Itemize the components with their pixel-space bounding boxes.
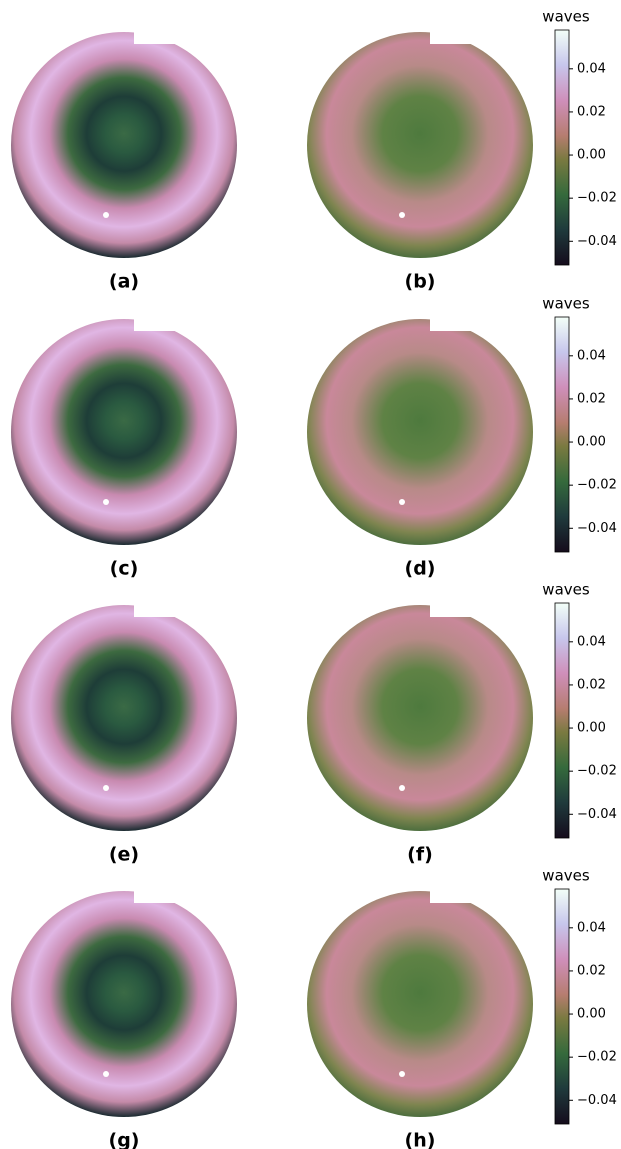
tick-label: 0.00 — [577, 435, 606, 450]
tick-label: 0.00 — [577, 1007, 606, 1022]
defect — [399, 212, 405, 218]
tick-label: −0.04 — [577, 1093, 617, 1108]
aperture-notch — [14, 904, 34, 922]
tick-label: 0.04 — [577, 348, 606, 363]
defect — [399, 1071, 405, 1077]
panel-label: (d) — [405, 558, 436, 580]
tick-label: −0.02 — [577, 191, 617, 206]
aperture-notch — [14, 618, 34, 636]
aperture-notch — [430, 317, 480, 331]
aperture-notch — [134, 30, 184, 44]
colorbar — [555, 603, 569, 838]
panel-label: (a) — [109, 271, 139, 293]
panel-label: (f) — [407, 844, 433, 866]
wavefront-map — [307, 605, 533, 831]
panel-label: (e) — [109, 844, 139, 866]
tick-label: −0.04 — [577, 234, 617, 249]
panel-label: (b) — [405, 271, 436, 293]
tick-label: 0.04 — [577, 61, 606, 76]
defect — [103, 1071, 109, 1077]
wavefront-map — [307, 891, 533, 1117]
wavefront-map — [307, 319, 533, 545]
wavefront-map — [307, 32, 533, 258]
aperture-notch — [310, 904, 330, 922]
aperture-notch — [310, 332, 330, 350]
tick-label: 0.04 — [577, 634, 606, 649]
tick-label: 0.02 — [577, 677, 606, 692]
aperture-notch — [14, 332, 34, 350]
aperture-notch — [310, 45, 330, 63]
tick-label: 0.00 — [577, 721, 606, 736]
aperture-notch — [310, 618, 330, 636]
defect — [103, 212, 109, 218]
colorbar-label: waves — [542, 8, 590, 26]
tick-label: −0.04 — [577, 521, 617, 536]
wavefront-map — [11, 319, 237, 545]
figure: (a) (b) waves 0.04 0.02 0.00 −0.02 −0.04 (c) (d) w… — [0, 0, 621, 1149]
aperture-notch — [430, 603, 480, 617]
tick-label: −0.02 — [577, 764, 617, 779]
tick-label: 0.02 — [577, 963, 606, 978]
colorbar — [555, 317, 569, 552]
panel-label: (c) — [110, 558, 139, 580]
wavefront-map — [11, 891, 237, 1117]
defect — [103, 499, 109, 505]
wavefront-map — [11, 32, 237, 258]
panel-label: (g) — [109, 1130, 140, 1149]
tick-label: 0.00 — [577, 148, 606, 163]
colorbar-label: waves — [542, 581, 590, 599]
tick-label: −0.02 — [577, 1050, 617, 1065]
aperture-notch — [134, 889, 184, 903]
colorbar — [555, 889, 569, 1124]
defect — [103, 785, 109, 791]
defect — [399, 785, 405, 791]
colorbar — [555, 30, 569, 265]
tick-label: 0.02 — [577, 391, 606, 406]
tick-label: 0.04 — [577, 920, 606, 935]
aperture-notch — [430, 30, 480, 44]
aperture-notch — [14, 45, 34, 63]
colorbar-label: waves — [542, 867, 590, 885]
wavefront-map — [11, 605, 237, 831]
colorbar-label: waves — [542, 295, 590, 313]
aperture-notch — [134, 317, 184, 331]
tick-label: 0.02 — [577, 104, 606, 119]
aperture-notch — [430, 889, 480, 903]
tick-label: −0.04 — [577, 807, 617, 822]
aperture-notch — [134, 603, 184, 617]
tick-label: −0.02 — [577, 478, 617, 493]
defect — [399, 499, 405, 505]
panel-label: (h) — [405, 1130, 436, 1149]
